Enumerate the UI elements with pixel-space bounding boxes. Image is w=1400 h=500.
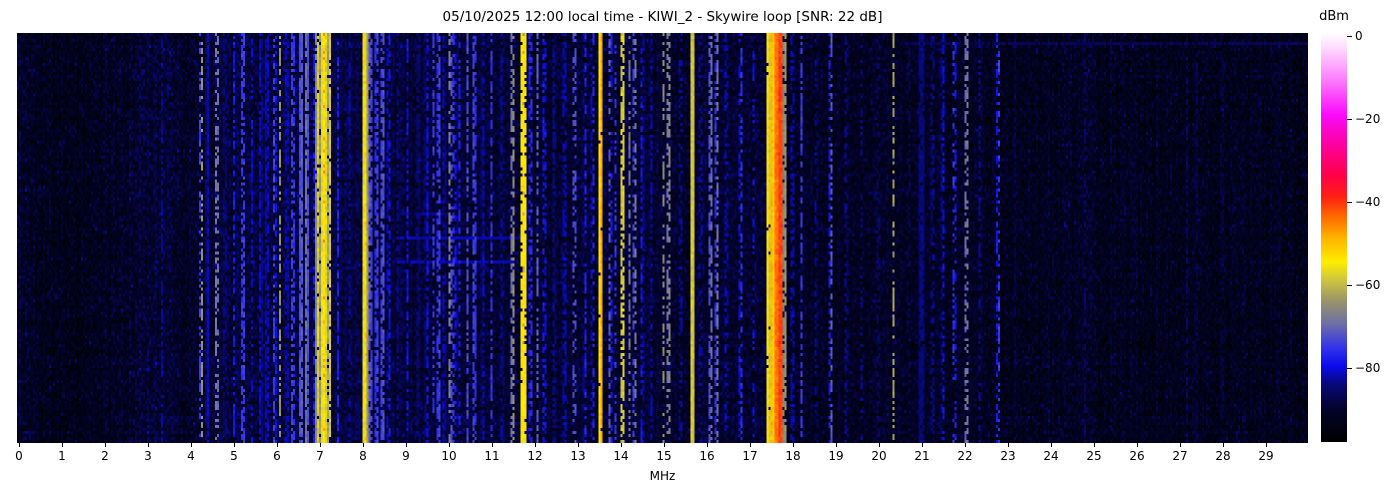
colorbar-label: dBm xyxy=(1319,9,1349,24)
x-tick xyxy=(1051,443,1052,447)
x-tick xyxy=(836,443,837,447)
x-tick-label: 12 xyxy=(527,449,543,463)
x-tick-label: 6 xyxy=(273,449,281,463)
x-tick xyxy=(234,443,235,447)
x-tick xyxy=(707,443,708,447)
x-tick-label: 3 xyxy=(144,449,152,463)
x-tick xyxy=(664,443,665,447)
x-tick-label: 18 xyxy=(785,449,801,463)
x-tick xyxy=(105,443,106,447)
x-tick-label: 24 xyxy=(1043,449,1059,463)
x-tick-label: 8 xyxy=(359,449,367,463)
x-tick-label: 11 xyxy=(484,449,500,463)
x-tick xyxy=(449,443,450,447)
x-tick xyxy=(62,443,63,447)
x-tick-label: 15 xyxy=(656,449,672,463)
x-tick-label: 2 xyxy=(101,449,109,463)
x-tick xyxy=(148,443,149,447)
x-tick xyxy=(191,443,192,447)
x-tick-label: 1 xyxy=(58,449,66,463)
x-tick xyxy=(320,443,321,447)
colorbar-tick-label: −40 xyxy=(1355,194,1381,209)
x-tick-label: 14 xyxy=(613,449,629,463)
x-tick xyxy=(535,443,536,447)
colorbar xyxy=(1321,33,1347,442)
x-tick xyxy=(1008,443,1009,447)
x-tick xyxy=(793,443,794,447)
x-tick-label: 21 xyxy=(914,449,930,463)
colorbar-tick xyxy=(1347,201,1352,203)
x-tick-label: 26 xyxy=(1129,449,1145,463)
x-tick xyxy=(965,443,966,447)
x-tick xyxy=(621,443,622,447)
x-tick xyxy=(277,443,278,447)
spectrogram-canvas xyxy=(17,33,1308,443)
x-tick-label: 0 xyxy=(15,449,23,463)
x-tick-label: 4 xyxy=(187,449,195,463)
x-tick xyxy=(1223,443,1224,447)
x-tick-label: 23 xyxy=(1000,449,1016,463)
x-tick-label: 9 xyxy=(402,449,410,463)
colorbar-tick xyxy=(1347,284,1352,286)
x-tick xyxy=(1094,443,1095,447)
chart-title: 05/10/2025 12:00 local time - KIWI_2 - S… xyxy=(442,9,883,25)
x-tick xyxy=(1137,443,1138,447)
x-tick-label: 10 xyxy=(441,449,457,463)
colorbar-tick xyxy=(1347,36,1352,38)
x-tick xyxy=(1266,443,1267,447)
x-tick-label: 22 xyxy=(957,449,973,463)
x-tick xyxy=(492,443,493,447)
x-tick-label: 17 xyxy=(742,449,758,463)
x-tick xyxy=(19,443,20,447)
x-tick xyxy=(879,443,880,447)
x-tick-label: 20 xyxy=(871,449,887,463)
x-tick xyxy=(1180,443,1181,447)
x-tick xyxy=(406,443,407,447)
x-tick-label: 13 xyxy=(570,449,586,463)
colorbar-tick-label: 0 xyxy=(1355,29,1363,44)
x-tick-label: 29 xyxy=(1258,449,1274,463)
x-tick xyxy=(922,443,923,447)
x-tick-label: 16 xyxy=(699,449,715,463)
colorbar-tick-label: −20 xyxy=(1355,112,1381,127)
colorbar-tick xyxy=(1347,367,1352,369)
x-tick-label: 7 xyxy=(316,449,324,463)
spectrogram-plot xyxy=(17,33,1308,443)
colorbar-tick-label: −60 xyxy=(1355,277,1381,292)
x-tick-label: 25 xyxy=(1086,449,1102,463)
x-tick-label: 5 xyxy=(230,449,238,463)
x-tick xyxy=(578,443,579,447)
x-tick xyxy=(750,443,751,447)
x-tick-label: 28 xyxy=(1215,449,1231,463)
x-tick-label: 19 xyxy=(828,449,844,463)
x-tick xyxy=(363,443,364,447)
x-tick-label: 27 xyxy=(1172,449,1188,463)
x-axis-label: MHz xyxy=(649,469,676,483)
colorbar-tick-label: −80 xyxy=(1355,360,1381,375)
colorbar-tick xyxy=(1347,119,1352,121)
